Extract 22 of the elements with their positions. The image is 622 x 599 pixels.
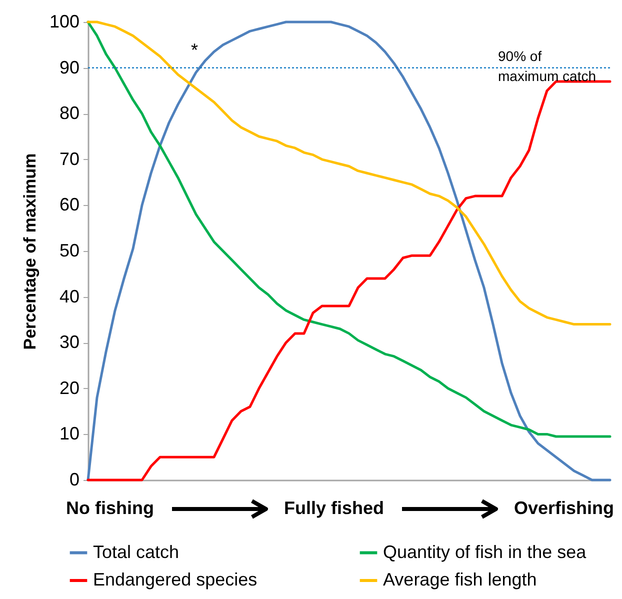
y-tick-label: 10 bbox=[59, 424, 80, 444]
y-tick-label: 40 bbox=[59, 286, 80, 306]
y-tick-label: 80 bbox=[59, 103, 80, 124]
y-tick-label: 0 bbox=[69, 470, 80, 490]
y-tick-label: 60 bbox=[59, 194, 80, 215]
text: No fishing bbox=[66, 498, 154, 519]
legend-label: Total catch bbox=[93, 542, 180, 562]
y-tick-label: 90 bbox=[59, 57, 80, 78]
legend-label: Average fish length bbox=[383, 570, 537, 590]
y-tick-label: 100 bbox=[49, 12, 80, 32]
text: Fully fished bbox=[284, 498, 384, 519]
ref-line-label: 90% of maximum catch bbox=[498, 48, 596, 84]
y-tick-label: 50 bbox=[59, 240, 80, 260]
y-tick-label: 70 bbox=[59, 148, 80, 169]
text: Overfishing bbox=[514, 498, 614, 519]
legend-label: Endangered species bbox=[93, 570, 258, 590]
annotation: * bbox=[191, 40, 198, 61]
y-tick-label: 20 bbox=[59, 378, 80, 398]
legend-label: Quantity of fish in the sea bbox=[383, 542, 588, 562]
line-series bbox=[86, 20, 612, 326]
y-axis-title: Percentage of maximum bbox=[20, 153, 40, 350]
y-tick-label: 30 bbox=[59, 332, 80, 352]
